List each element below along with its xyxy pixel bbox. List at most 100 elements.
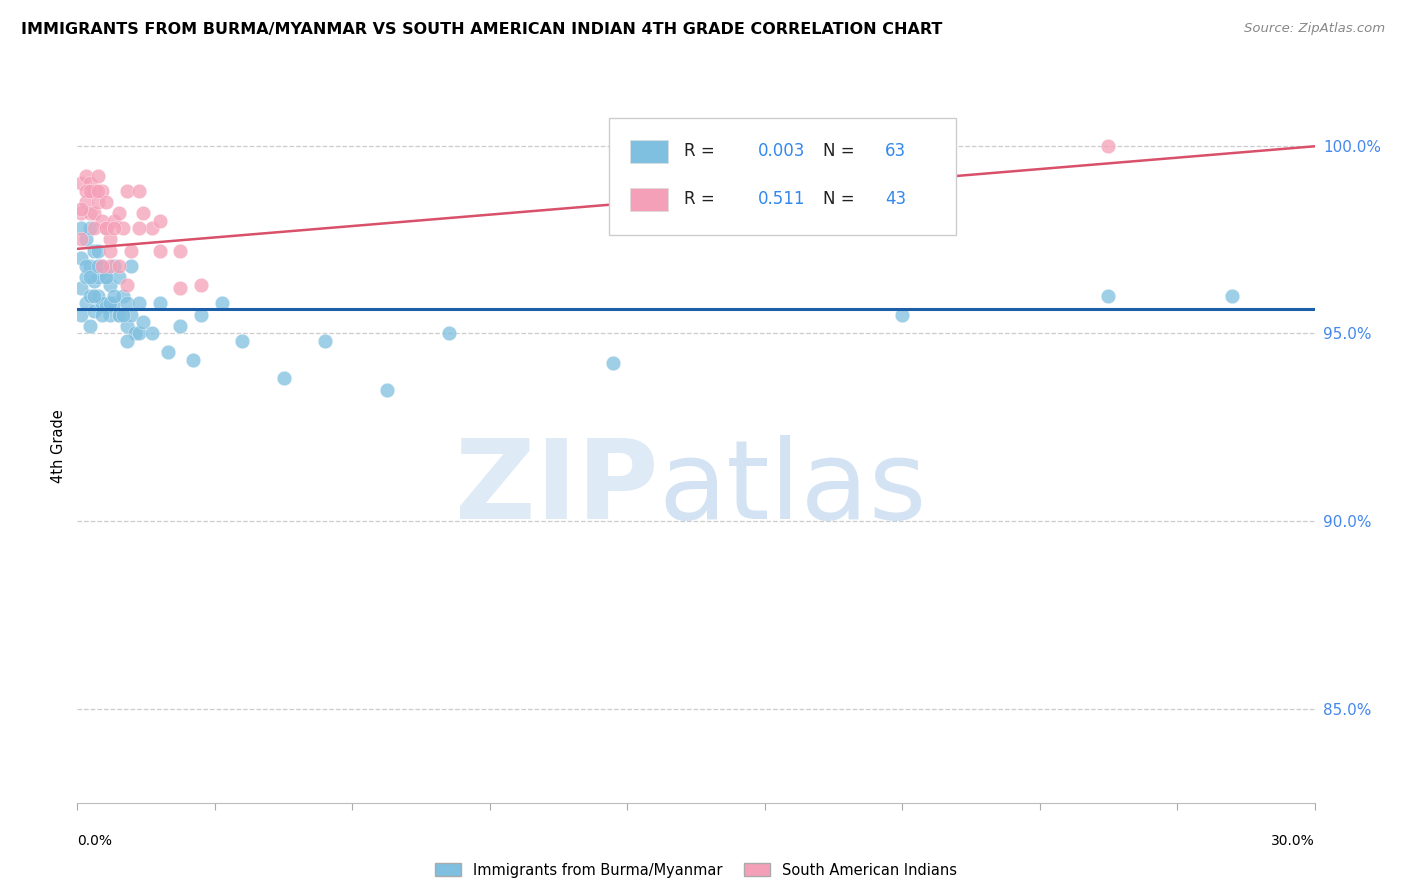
Point <box>115 318 138 333</box>
Text: IMMIGRANTS FROM BURMA/MYANMAR VS SOUTH AMERICAN INDIAN 4TH GRADE CORRELATION CHA: IMMIGRANTS FROM BURMA/MYANMAR VS SOUTH A… <box>21 22 942 37</box>
Point <box>91 259 114 273</box>
Point <box>107 308 129 322</box>
Point <box>98 277 121 292</box>
Text: 30.0%: 30.0% <box>1271 834 1315 848</box>
Point <box>96 270 118 285</box>
Point <box>70 232 93 246</box>
Point <box>115 184 138 198</box>
Point <box>107 259 129 273</box>
Point <box>79 184 101 198</box>
Point <box>87 244 110 258</box>
Point <box>79 259 101 273</box>
Point <box>169 318 191 333</box>
Point <box>98 296 121 310</box>
Point <box>83 303 105 318</box>
Text: 0.0%: 0.0% <box>77 834 112 848</box>
Point <box>149 213 172 227</box>
Point <box>91 184 114 198</box>
Point <box>79 206 101 220</box>
Legend: Immigrants from Burma/Myanmar, South American Indians: Immigrants from Burma/Myanmar, South Ame… <box>434 863 957 878</box>
Point <box>107 308 129 322</box>
Point <box>98 259 121 273</box>
Point <box>87 169 110 183</box>
Point <box>87 289 110 303</box>
Text: R =: R = <box>683 190 720 208</box>
Point <box>149 244 172 258</box>
Point <box>91 296 114 310</box>
Point <box>314 334 336 348</box>
Point <box>96 221 118 235</box>
Point <box>128 184 150 198</box>
Point <box>83 221 105 235</box>
Point <box>96 300 118 314</box>
Point <box>1097 138 1119 153</box>
Point <box>70 281 93 295</box>
Point <box>83 206 105 220</box>
Text: R =: R = <box>683 143 720 161</box>
Point <box>96 221 118 235</box>
Point <box>891 308 914 322</box>
Point <box>111 289 134 303</box>
Point <box>107 206 129 220</box>
Point <box>273 371 295 385</box>
Point <box>132 206 155 220</box>
Point <box>103 213 125 227</box>
Point <box>91 308 114 322</box>
Point <box>111 308 134 322</box>
Text: N =: N = <box>824 190 860 208</box>
Point <box>115 277 138 292</box>
Point <box>87 259 110 273</box>
Text: 0.511: 0.511 <box>758 190 806 208</box>
Point <box>128 296 150 310</box>
Point <box>169 281 191 295</box>
Point <box>602 356 624 370</box>
Point <box>437 326 460 341</box>
Point <box>120 244 142 258</box>
Point <box>98 244 121 258</box>
Point <box>87 270 110 285</box>
Point <box>79 289 101 303</box>
Text: N =: N = <box>824 143 860 161</box>
Point <box>79 318 101 333</box>
Point <box>75 194 97 209</box>
Point <box>375 383 398 397</box>
Point <box>91 259 114 273</box>
Bar <box>630 187 668 211</box>
Point <box>79 176 101 190</box>
Point <box>75 184 97 198</box>
Point <box>169 244 191 258</box>
Point <box>79 270 101 285</box>
Point <box>83 244 105 258</box>
Text: 43: 43 <box>886 190 907 208</box>
Text: 63: 63 <box>886 143 907 161</box>
Point <box>83 184 105 198</box>
Point <box>141 326 163 341</box>
Point <box>115 296 138 310</box>
Point <box>190 277 212 292</box>
Point <box>120 308 142 322</box>
Point <box>70 308 93 322</box>
Point <box>107 270 129 285</box>
Point <box>111 221 134 235</box>
Point <box>70 251 93 265</box>
Point <box>128 326 150 341</box>
Text: 0.003: 0.003 <box>758 143 806 161</box>
Point <box>96 194 118 209</box>
Point <box>75 169 97 183</box>
Point <box>75 259 97 273</box>
Point <box>83 274 105 288</box>
Point <box>87 184 110 198</box>
Point <box>98 232 121 246</box>
Point <box>149 296 172 310</box>
Point <box>231 334 253 348</box>
Point <box>103 221 125 235</box>
Point <box>141 221 163 235</box>
Point <box>70 221 93 235</box>
Point <box>98 308 121 322</box>
Point <box>75 296 97 310</box>
Point <box>1220 289 1243 303</box>
Bar <box>630 140 668 162</box>
Point <box>70 202 93 217</box>
Point <box>103 289 125 303</box>
Point <box>79 221 101 235</box>
